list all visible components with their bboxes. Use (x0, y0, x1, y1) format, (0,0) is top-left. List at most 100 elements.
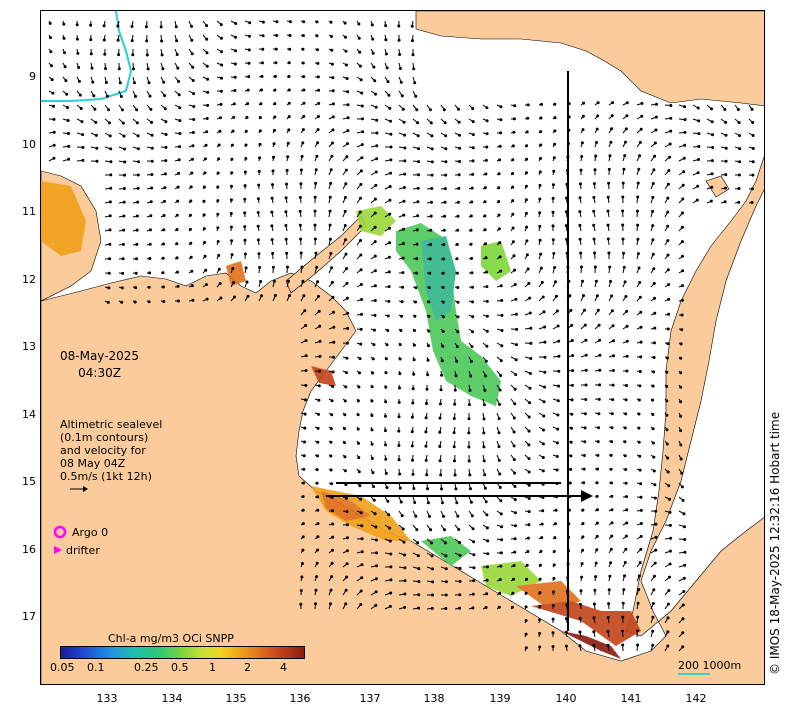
velocity-arrow-head (498, 388, 502, 392)
velocity-arrow-head (651, 238, 655, 242)
velocity-arrow-head (178, 119, 182, 123)
velocity-arrow-head (458, 541, 461, 544)
velocity-arrow-head (343, 413, 347, 417)
velocity-arrow-head (484, 172, 488, 176)
velocity-arrow-head (374, 92, 377, 96)
velocity-arrow-head (360, 576, 364, 580)
velocity-arrow-head (256, 211, 260, 214)
velocity-arrow-head (191, 79, 195, 82)
velocity-arrow-head (551, 617, 555, 621)
velocity-arrow-head (597, 323, 601, 327)
velocity-arrow-head (455, 257, 459, 261)
velocity-arrow-head (539, 252, 543, 256)
velocity-arrow-head (332, 310, 335, 314)
velocity-arrow-head (329, 181, 333, 185)
velocity-arrow-head (77, 79, 81, 83)
velocity-arrow-head (344, 385, 348, 389)
velocity-arrow-head (360, 550, 364, 554)
velocity-arrow-head (625, 508, 629, 512)
velocity-arrow-head (593, 251, 597, 255)
velocity-arrow-head (159, 25, 163, 29)
velocity-arrow-head (513, 471, 517, 475)
velocity-arrow-head (357, 36, 361, 40)
velocity-arrow-head (387, 270, 391, 274)
velocity-arrow-head (623, 454, 627, 458)
velocity-arrow-head (412, 372, 416, 376)
velocity-arrow-head (458, 133, 461, 137)
velocity-arrow-head (162, 214, 166, 217)
velocity-arrow-head (666, 196, 670, 200)
velocity-arrow-head (232, 115, 236, 119)
velocity-arrow-head (592, 237, 596, 241)
velocity-arrow-head (385, 343, 389, 347)
velocity-arrow-head (497, 227, 501, 231)
velocity-arrow-head (637, 440, 641, 444)
velocity-arrow-head (607, 251, 611, 255)
velocity-arrow-head (246, 102, 250, 106)
velocity-arrow-head (271, 169, 275, 173)
velocity-arrow-head (637, 167, 641, 171)
velocity-arrow-head (553, 116, 557, 120)
velocity-arrow-head (595, 521, 599, 525)
velocity-arrow-head (403, 172, 407, 176)
lon-label: 136 (289, 692, 311, 705)
velocity-arrow-head (511, 212, 515, 216)
velocity-arrow-head (668, 562, 672, 566)
velocity-arrow-head (257, 183, 261, 187)
velocity-arrow-head (388, 241, 391, 245)
velocity-arrow-head (513, 550, 517, 554)
velocity-arrow-head (625, 354, 629, 358)
velocity-arrow-head (524, 619, 528, 622)
velocity-arrow-head (458, 593, 462, 597)
velocity-arrow-head (636, 209, 639, 213)
velocity-arrow-head (443, 541, 447, 545)
velocity-arrow-head (389, 552, 393, 556)
velocity-arrow-head (637, 574, 641, 578)
velocity-arrow-head (681, 603, 685, 607)
velocity-arrow-head (638, 454, 642, 458)
velocity-arrow-head (148, 242, 152, 246)
velocity-arrow-head (621, 643, 625, 647)
velocity-arrow-head (570, 398, 574, 402)
velocity-arrow-head (331, 522, 335, 526)
velocity-arrow-head (175, 213, 179, 217)
velocity-arrow-head (403, 133, 407, 137)
velocity-arrow-head (231, 267, 235, 270)
velocity-arrow-head (665, 356, 669, 360)
velocity-arrow-head (528, 296, 532, 300)
velocity-arrow-head (471, 315, 475, 319)
velocity-arrow-head (581, 535, 585, 539)
velocity-arrow-head (444, 580, 448, 584)
velocity-arrow-head (528, 311, 532, 315)
velocity-arrow-head (413, 81, 417, 85)
note-line: Altimetric sealevel (60, 418, 163, 431)
velocity-arrow-head (539, 549, 543, 553)
velocity-arrow-head (453, 388, 457, 392)
velocity-arrow-head (623, 561, 627, 564)
velocity-arrow-head (723, 200, 727, 204)
velocity-arrow-head (81, 145, 85, 149)
velocity-arrow-head (653, 341, 656, 345)
map-area[interactable] (40, 10, 765, 685)
velocity-arrow-head (257, 252, 261, 256)
velocity-arrow-head (389, 119, 392, 123)
velocity-arrow-head (316, 440, 320, 444)
velocity-arrow-head (556, 427, 560, 431)
velocity-arrow-head (303, 309, 307, 313)
velocity-arrow-head (49, 50, 53, 54)
velocity-arrow-head (444, 173, 448, 177)
velocity-arrow-head (389, 565, 393, 569)
velocity-arrow-head (206, 103, 210, 107)
velocity-arrow-head (680, 328, 684, 332)
velocity-arrow-head (108, 134, 112, 138)
velocity-arrow-head (120, 108, 124, 112)
velocity-arrow-head (467, 403, 471, 407)
velocity-arrow-head (317, 115, 320, 118)
velocity-arrow-head (416, 541, 420, 545)
velocity-arrow-head (67, 132, 70, 135)
velocity-arrow-head (64, 79, 68, 83)
velocity-arrow-head (624, 295, 628, 298)
velocity-arrow-head (665, 370, 669, 374)
velocity-arrow-head (592, 616, 596, 620)
velocity-arrow-head (370, 414, 374, 417)
